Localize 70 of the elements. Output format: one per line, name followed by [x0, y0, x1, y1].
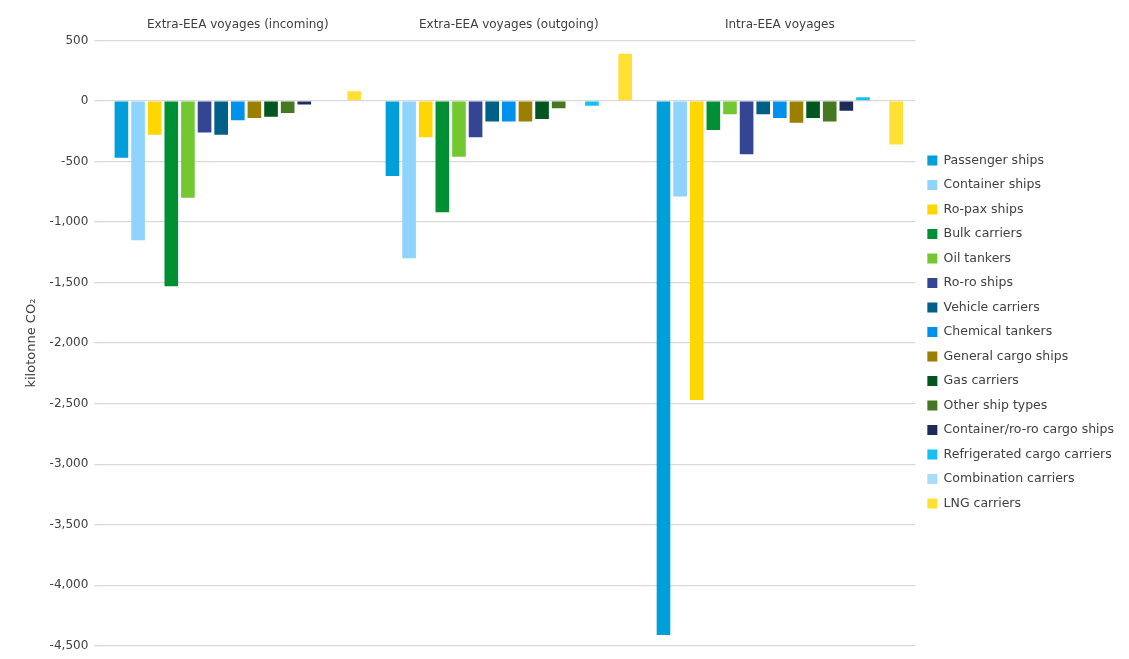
y-tick-label: 0 [80, 93, 89, 108]
y-tick-label: -2,000 [49, 335, 89, 350]
legend-label: Refrigerated cargo carriers [943, 445, 1112, 461]
bar [452, 101, 466, 157]
bar [839, 101, 854, 111]
bar [181, 101, 195, 198]
bar [297, 101, 312, 105]
bar [535, 101, 549, 120]
x-tick-label: Extra-EEA voyages (outgoing) [418, 17, 599, 32]
bar [756, 101, 771, 115]
legend-label: Gas carriers [943, 372, 1019, 388]
bar [114, 101, 129, 158]
y-tick-label: -4,500 [49, 637, 89, 652]
bar [402, 101, 416, 259]
y-tick-label: -1,500 [49, 274, 89, 289]
bar [585, 101, 599, 106]
bar [280, 101, 295, 114]
bar [773, 101, 787, 118]
bar [418, 101, 433, 138]
y-tick-label: -1,000 [49, 214, 89, 229]
bar [264, 101, 278, 117]
x-tick-label: Extra-EEA voyages (incoming) [146, 17, 329, 32]
bar [502, 101, 516, 122]
x-tick-label: Intra-EEA voyages [724, 17, 835, 32]
bar [197, 101, 212, 133]
bar [147, 101, 162, 135]
y-tick-label: -3,000 [49, 456, 89, 471]
bar [889, 101, 904, 145]
bar [673, 101, 687, 197]
legend-label: LNG carriers [943, 494, 1021, 510]
legend-label: Ro-ro ships [943, 274, 1013, 290]
bar [518, 101, 533, 122]
bar [739, 101, 754, 155]
y-tick-label: -4,000 [49, 577, 89, 592]
bar [856, 97, 870, 101]
legend-label: Container/ro-ro cargo ships [943, 421, 1115, 437]
legend-label: Vehicle carriers [943, 298, 1040, 314]
legend-label: Chemical tankers [943, 323, 1053, 339]
bar [435, 101, 450, 213]
bar [656, 101, 671, 635]
legend-label: Oil tankers [943, 249, 1011, 265]
y-axis-title: kilotonne CO₂ [23, 298, 39, 388]
legend-label: General cargo ships [943, 347, 1069, 363]
bar [706, 101, 721, 130]
bar [806, 101, 820, 118]
legend-label: Bulk carriers [943, 225, 1023, 241]
bar [347, 91, 361, 101]
bar [551, 101, 566, 109]
bar [131, 101, 145, 241]
y-tick-label: -2,500 [49, 395, 89, 410]
bar [230, 101, 245, 121]
bar [485, 101, 500, 122]
bar [789, 101, 804, 123]
legend-label: Container ships [943, 176, 1042, 192]
bar [689, 101, 704, 401]
bar [247, 101, 262, 118]
legend-label: Passenger ships [943, 151, 1044, 167]
bar [618, 53, 632, 101]
bar [214, 101, 228, 135]
bar [822, 101, 837, 122]
y-tick-label: -500 [61, 153, 89, 168]
bar [468, 101, 483, 138]
y-tick-label: -3,500 [49, 516, 89, 531]
bar [164, 101, 179, 287]
bar [723, 101, 737, 115]
y-tick-label: 500 [65, 32, 89, 47]
legend-label: Other ship types [943, 396, 1048, 412]
bar [385, 101, 400, 177]
legend-label: Ro-pax ships [943, 200, 1024, 216]
legend-label: Combination carriers [943, 470, 1075, 486]
